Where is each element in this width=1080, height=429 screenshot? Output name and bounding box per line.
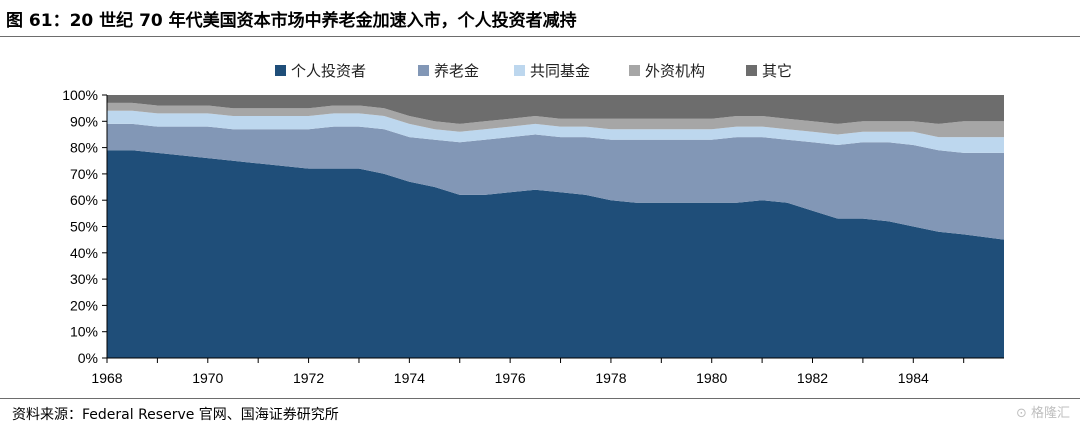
y-tick-label: 80%: [70, 140, 98, 156]
source-note: 资料来源：Federal Reserve 官网、国海证券研究所: [12, 407, 339, 423]
legend-label: 外资机构: [645, 62, 705, 80]
y-tick-label: 30%: [70, 271, 98, 287]
source-divider: [0, 398, 1080, 399]
watermark-logo: ⊙ 格隆汇: [1016, 402, 1070, 421]
legend-swatch: [514, 65, 525, 76]
area-series-1: [107, 123, 1004, 240]
figure-title: 图 61：20 世纪 70 年代美国资本市场中养老金加速入市，个人投资者减持: [6, 11, 577, 31]
x-tick-label: 1982: [797, 370, 828, 386]
y-tick-label: 90%: [70, 113, 98, 129]
x-tick-label: 1970: [192, 370, 223, 386]
legend-label: 其它: [762, 62, 792, 80]
y-axis: 0% 10% 20% 30% 40% 50% 60% 70% 80% 90% 100%: [62, 87, 108, 366]
x-tick-label: 1968: [91, 370, 122, 386]
x-axis: 1968 1970 1972 1974 1976 1978 1980 1982 1984: [91, 357, 1004, 386]
x-tick-label: 1980: [696, 370, 727, 386]
chart-legend: 个人投资者 养老金 共同基金 外资机构 其它: [275, 62, 792, 80]
title-divider: [0, 36, 1080, 37]
legend-swatch: [746, 65, 757, 76]
x-tick-label: 1972: [293, 370, 324, 386]
legend-label: 养老金: [434, 62, 479, 80]
y-tick-label: 100%: [62, 87, 98, 103]
x-tick-label: 1978: [595, 370, 626, 386]
y-tick-label: 20%: [70, 297, 98, 313]
legend-label: 共同基金: [530, 62, 590, 80]
legend-label: 个人投资者: [291, 62, 366, 80]
y-tick-label: 10%: [70, 324, 98, 340]
legend-swatch: [275, 65, 286, 76]
area-series-3: [107, 102, 1004, 138]
area-series-2: [107, 110, 1004, 153]
x-tick-label: 1984: [898, 370, 929, 386]
y-tick-label: 40%: [70, 245, 98, 261]
y-tick-label: 0%: [78, 350, 98, 366]
x-tick-label: 1976: [495, 370, 526, 386]
plot-area: [107, 95, 1004, 358]
x-tick-label: 1974: [394, 370, 425, 386]
area-series-0: [107, 150, 1004, 358]
legend-swatch: [418, 65, 429, 76]
y-tick-label: 60%: [70, 192, 98, 208]
y-tick-label: 50%: [70, 219, 98, 235]
watermark-icon: ⊙: [1015, 406, 1027, 421]
legend-swatch: [629, 65, 640, 76]
y-tick-label: 70%: [70, 166, 98, 182]
watermark-text: 格隆汇: [1030, 406, 1070, 421]
area-series-4: [107, 95, 1004, 124]
